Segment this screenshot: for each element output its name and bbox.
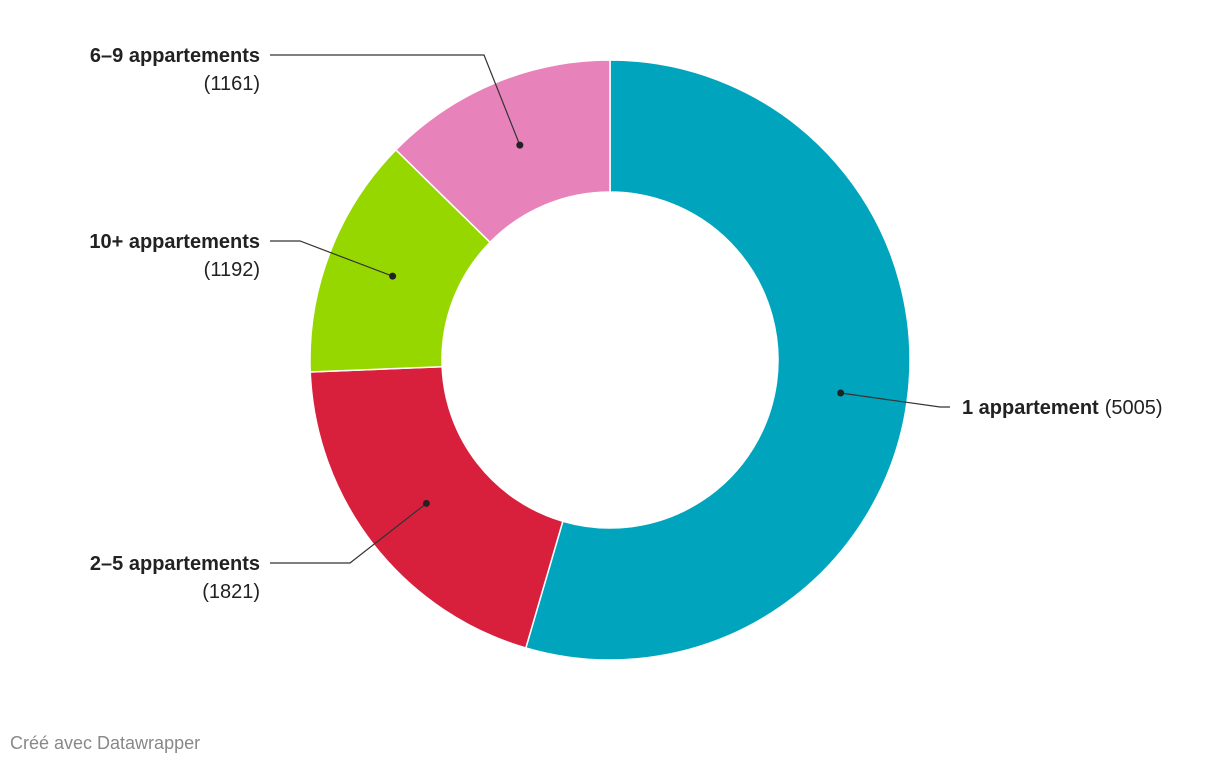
leader-dot	[422, 499, 430, 507]
value-label: (1161)	[204, 73, 260, 95]
leader-line	[270, 240, 393, 277]
leader-line	[840, 392, 950, 408]
slice	[309, 365, 564, 649]
leader-line	[270, 502, 427, 564]
leader-dot	[516, 141, 524, 149]
slice	[524, 59, 911, 661]
category-label: 6–9 appartements	[90, 45, 260, 67]
value-label: (1821)	[202, 581, 260, 603]
value-label: (5005)	[1105, 397, 1163, 419]
leader-dot	[389, 272, 397, 280]
slice-label: 1 appartement (5005)	[962, 397, 1163, 419]
slice	[394, 59, 611, 244]
footer: Créé avec Datawrapper	[10, 733, 200, 753]
leader-line	[270, 54, 521, 146]
category-label: 2–5 appartements	[90, 553, 260, 575]
leader-dot	[837, 389, 845, 397]
category-label: 1 appartement	[962, 397, 1099, 419]
value-label: (1192)	[204, 259, 260, 281]
category-label: 10+ appartements	[89, 231, 260, 253]
